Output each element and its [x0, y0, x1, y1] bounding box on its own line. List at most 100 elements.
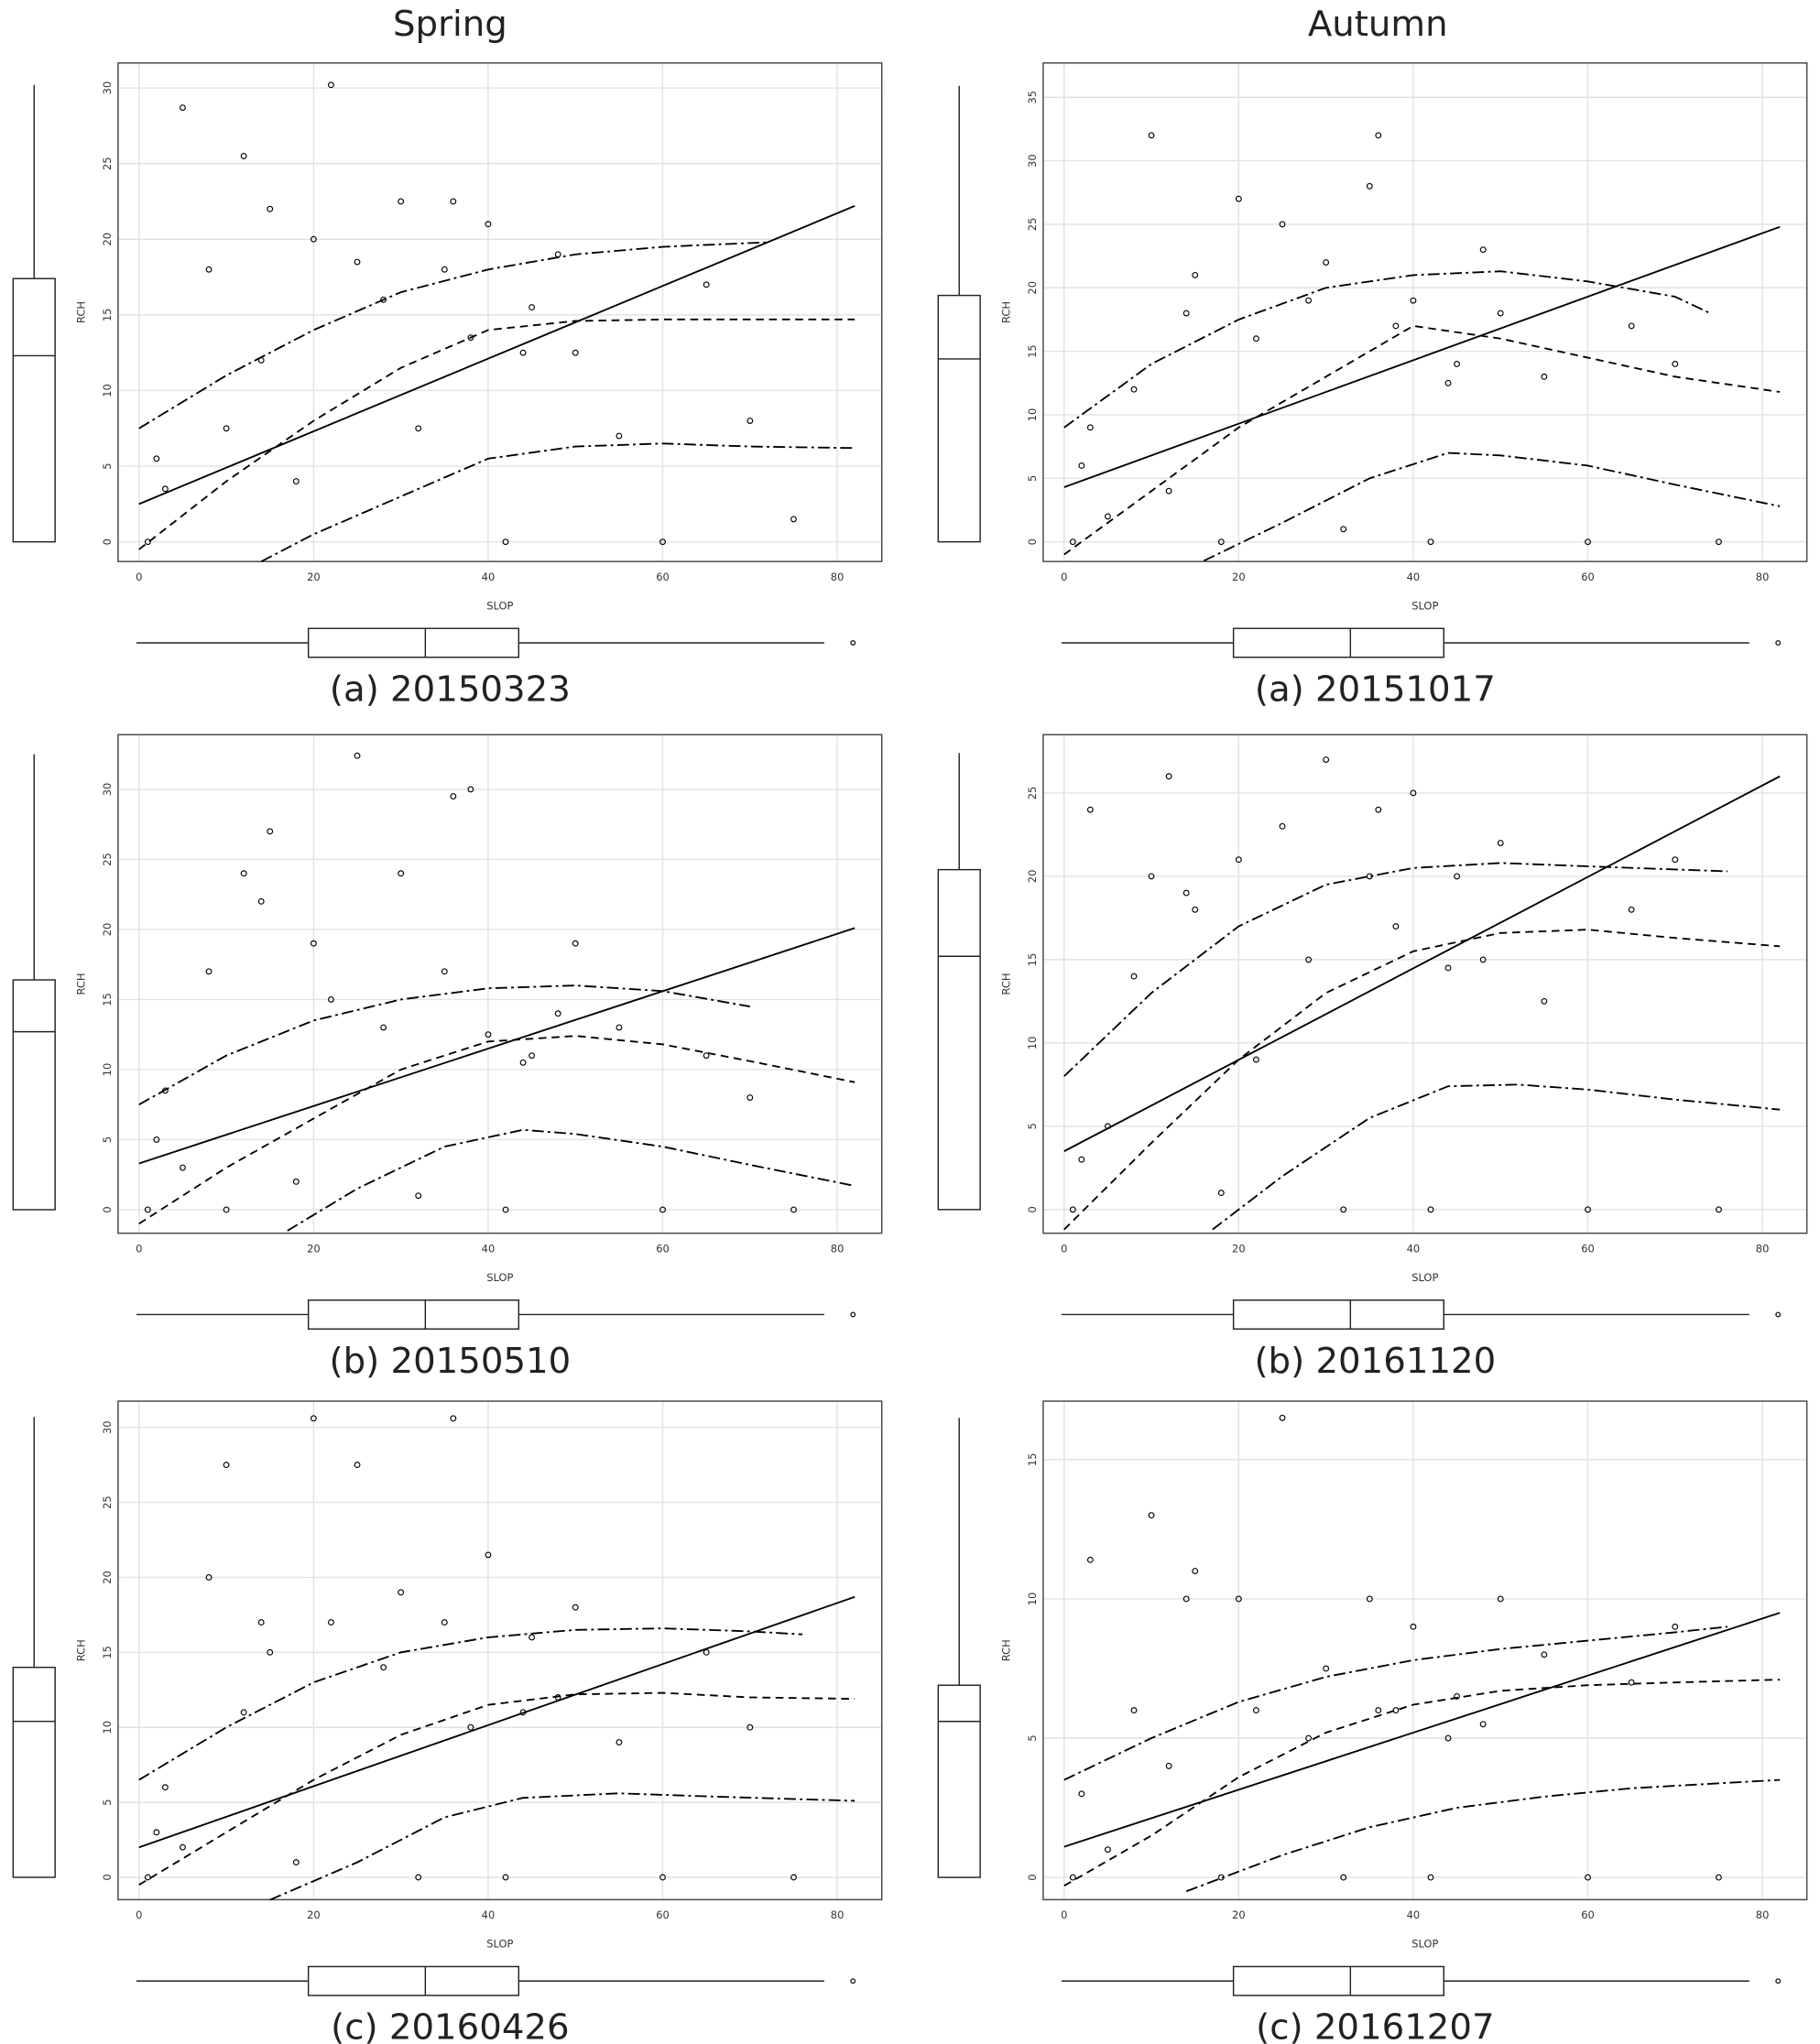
x-axis-label: SLOP: [486, 599, 513, 612]
x-tick-label: 80: [1756, 1908, 1770, 1921]
y-tick-label: 0: [101, 1874, 114, 1880]
y-box: [937, 1684, 981, 1878]
point: [292, 1859, 300, 1866]
point: [1410, 1623, 1417, 1630]
point: [1217, 1190, 1225, 1197]
point: [1279, 822, 1286, 830]
x-tick-label: 20: [1232, 1242, 1246, 1255]
plot-frame: [1042, 62, 1808, 562]
panel: 0 20 40 60 80 0 5 10 15 20 25 30 SLOP RCH (b) 20150510: [12, 734, 883, 1382]
x-axis-label: SLOP: [1411, 1271, 1438, 1284]
point: [354, 258, 361, 266]
point: [572, 349, 579, 356]
point: [502, 1206, 509, 1213]
x-axis-label: SLOP: [486, 1271, 513, 1284]
x-tick-label: 60: [656, 571, 670, 583]
fit-line: [1063, 1625, 1728, 1781]
point: [161, 1784, 169, 1791]
point: [1305, 297, 1313, 304]
x-tick-label: 40: [1407, 1908, 1421, 1921]
point: [1410, 789, 1417, 797]
point: [380, 1664, 387, 1671]
point: [1672, 1623, 1679, 1630]
point: [240, 1709, 247, 1716]
panel-title: (a) 20150323: [330, 669, 571, 710]
panel: 0 20 40 60 80 0 5 10 15 SLOP RCH (c) 20161207: [937, 1400, 1808, 2044]
point: [467, 786, 474, 793]
point: [415, 1192, 422, 1200]
y-tick-label: 30: [101, 82, 114, 95]
x-box-outlier: [1775, 1311, 1782, 1318]
y-tick-label: 15: [1026, 953, 1039, 967]
point: [1628, 1679, 1635, 1686]
point: [144, 538, 151, 546]
y-tick-label: 0: [101, 1206, 114, 1212]
point: [267, 1648, 274, 1656]
point: [1148, 1512, 1155, 1519]
point: [1192, 906, 1199, 913]
point: [1104, 513, 1111, 520]
panel-title: (b) 20150510: [330, 1341, 572, 1382]
y-tick-label: 20: [1026, 281, 1039, 295]
fit-line: [138, 1595, 856, 1849]
x-box: [307, 627, 520, 658]
point: [310, 940, 317, 947]
point: [310, 235, 317, 243]
point: [572, 1604, 579, 1611]
y-tick-label: 10: [101, 1063, 114, 1077]
panel: 0 20 40 60 80 0 5 10 15 20 25 SLOP RCH (b) 20161120: [937, 734, 1808, 1382]
fit-line: [260, 442, 856, 562]
x-tick-label: 60: [1581, 1908, 1595, 1921]
point: [205, 266, 213, 273]
x-tick-label: 20: [307, 1908, 321, 1921]
point: [1279, 221, 1286, 228]
y-box: [937, 294, 981, 543]
point: [1541, 373, 1548, 380]
point: [380, 296, 387, 303]
point: [1375, 1707, 1382, 1714]
point: [1305, 956, 1313, 963]
x-tick-label: 0: [1061, 1242, 1067, 1255]
x-tick-label: 0: [136, 1908, 142, 1921]
point: [1392, 322, 1400, 330]
point: [1130, 386, 1138, 393]
y-axis-label: RCH: [999, 1639, 1012, 1661]
point: [1628, 322, 1635, 330]
point: [1375, 132, 1382, 139]
point: [1375, 806, 1382, 813]
x-box: [1232, 1965, 1444, 1996]
point: [1340, 526, 1347, 533]
point: [1541, 1651, 1548, 1658]
fit-line: [1063, 324, 1781, 556]
x-tick-label: 20: [307, 571, 321, 583]
x-tick-label: 40: [1407, 571, 1421, 583]
fit-line: [1203, 451, 1781, 562]
fit-line: [1063, 1612, 1781, 1848]
x-tick-label: 60: [656, 1242, 670, 1255]
fit-line: [1063, 775, 1781, 1152]
x-box: [307, 1965, 520, 1996]
point: [1427, 1874, 1434, 1881]
x-axis-label: SLOP: [1411, 599, 1438, 612]
y-tick-label: 20: [101, 923, 114, 937]
y-tick-label: 0: [1026, 1874, 1039, 1880]
point: [1366, 182, 1373, 190]
y-tick-label: 25: [1026, 787, 1039, 800]
x-tick-label: 60: [1581, 571, 1595, 583]
point: [1069, 538, 1076, 546]
x-tick-label: 20: [307, 1242, 321, 1255]
y-tick-label: 30: [1026, 154, 1039, 168]
point: [450, 198, 457, 205]
y-tick-label: 5: [1026, 475, 1039, 482]
point: [1479, 956, 1487, 963]
y-tick-label: 15: [101, 309, 114, 322]
y-tick-label: 5: [101, 462, 114, 469]
point: [554, 1010, 561, 1017]
y-tick-label: 5: [101, 1799, 114, 1805]
panel-title: (c) 20160426: [331, 2007, 569, 2044]
point: [616, 1739, 623, 1746]
point: [1585, 1874, 1591, 1881]
point: [1078, 462, 1085, 469]
y-tick-label: 25: [1026, 218, 1039, 232]
